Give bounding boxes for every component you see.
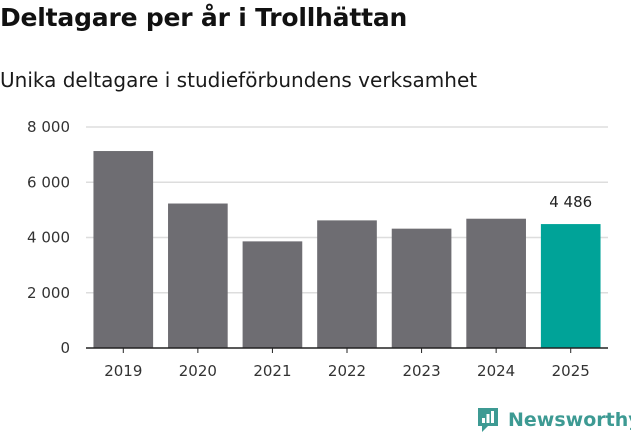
y-tick-label: 2 000 — [27, 284, 70, 302]
bar-layer — [93, 151, 601, 348]
bar-chart: 0 2 000 4 000 6 000 8 000 2019 2020 2021 2022 202… — [27, 118, 608, 380]
x-tick-label: 2020 — [179, 362, 217, 380]
bar-2023 — [391, 228, 452, 348]
axis-layer: 0 2 000 4 000 6 000 8 000 2019 2020 2021 2022 202… — [27, 118, 608, 380]
x-tick-label: 2021 — [253, 362, 291, 380]
newsworthy-brand: Newsworthy — [476, 407, 631, 433]
y-tick-label: 0 — [60, 339, 70, 357]
x-tick-label: 2025 — [552, 362, 590, 380]
y-tick-label: 8 000 — [27, 118, 70, 136]
chart-title: Deltagare per år i Trollhättan — [0, 3, 408, 32]
y-tick-label: 4 000 — [27, 229, 70, 247]
bar-2025 — [540, 224, 601, 348]
bar-2019 — [93, 151, 154, 348]
data-label: 4 486 — [549, 193, 592, 211]
brand-name: Newsworthy — [508, 409, 631, 431]
x-tick-label: 2023 — [402, 362, 440, 380]
bar-2024 — [466, 218, 526, 348]
chart-subtitle: Unika deltagare i studieförbundens verks… — [0, 68, 478, 92]
bar-2020 — [168, 203, 228, 348]
x-tick-label: 2019 — [104, 362, 142, 380]
newsworthy-logo-icon — [478, 408, 498, 432]
x-tick-label: 2024 — [477, 362, 515, 380]
y-tick-label: 6 000 — [27, 173, 70, 191]
bar-2022 — [317, 220, 377, 348]
x-tick-label: 2022 — [328, 362, 366, 380]
bar-2021 — [242, 241, 303, 348]
